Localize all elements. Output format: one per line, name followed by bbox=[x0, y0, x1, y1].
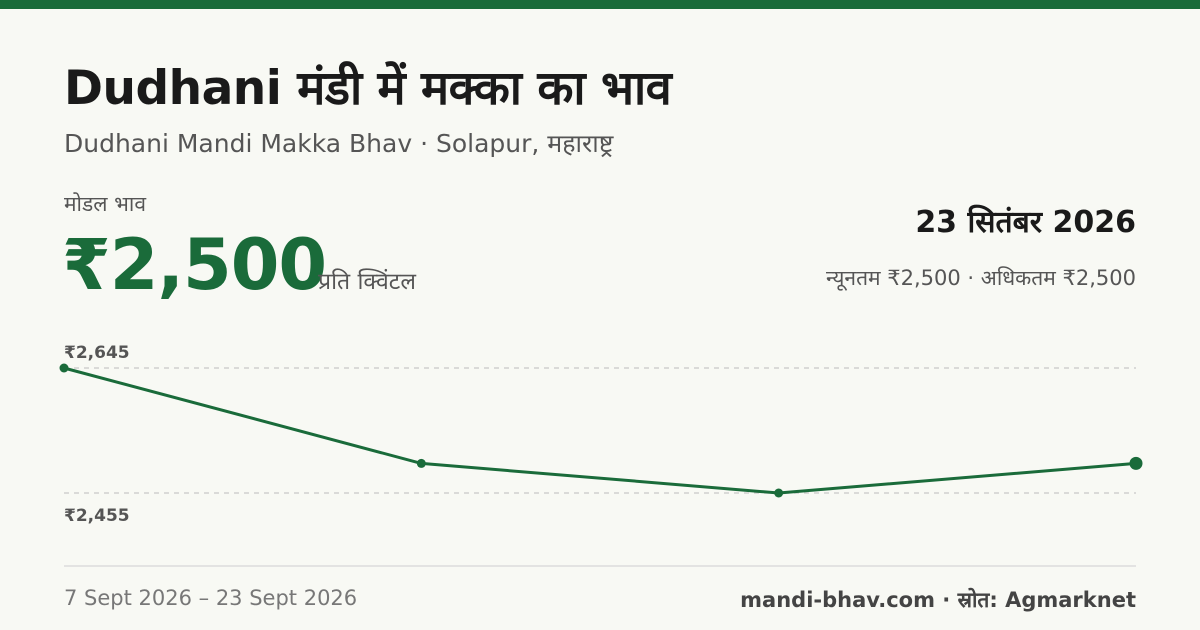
price-date: 23 सितंबर 2026 bbox=[915, 205, 1136, 240]
top-accent-bar bbox=[0, 0, 1200, 9]
page-subtitle: Dudhani Mandi Makka Bhav · Solapur, महार… bbox=[64, 129, 614, 158]
footer-source: mandi-bhav.com · स्रोत: Agmarknet bbox=[740, 588, 1136, 612]
data-point bbox=[416, 458, 426, 468]
price-range: न्यूनतम ₹2,500 · अधिकतम ₹2,500 bbox=[826, 266, 1136, 290]
data-point bbox=[774, 488, 784, 498]
reference-line-label: ₹2,645 bbox=[64, 343, 130, 363]
data-point bbox=[59, 363, 69, 373]
series-line bbox=[62, 366, 1138, 495]
price-value: ₹2,500 bbox=[62, 224, 327, 306]
page-title: Dudhani मंडी में मक्का का भाव bbox=[64, 61, 672, 116]
footer-date-range: 7 Sept 2026 – 23 Sept 2026 bbox=[64, 586, 358, 610]
reference-line-label: ₹2,455 bbox=[64, 506, 130, 526]
price-label: मोडल भाव bbox=[64, 192, 147, 216]
data-point bbox=[1129, 456, 1143, 470]
price-unit: प्रति क्विंटल bbox=[318, 269, 416, 295]
